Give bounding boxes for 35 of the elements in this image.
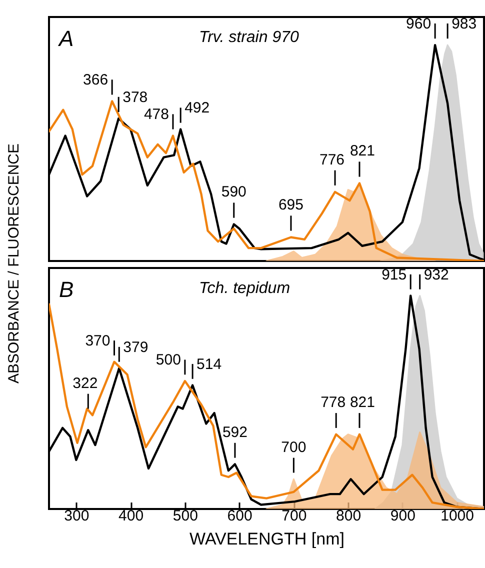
annotation: 821 <box>350 142 375 160</box>
x-tick-label: 1000 <box>440 508 474 524</box>
annotation: 492 <box>184 100 210 117</box>
annotation: 695 <box>278 196 304 214</box>
x-tick-label: 900 <box>390 508 416 524</box>
annotation: 700 <box>281 438 306 456</box>
x-tick-label: 500 <box>172 508 198 524</box>
x-tick-label: 700 <box>282 508 307 524</box>
x-axis-title: WAVELENGTH [nm] <box>190 530 344 548</box>
x-tick-label: 600 <box>227 508 252 524</box>
annotation: 960 <box>406 15 432 32</box>
annotation: 500 <box>156 352 181 369</box>
annotation: 983 <box>452 15 477 32</box>
annotation: 821 <box>350 394 375 412</box>
x-tick-label: 800 <box>336 508 362 524</box>
annotation: 776 <box>319 151 345 168</box>
annotation: Trv. strain 970 <box>199 29 299 46</box>
y-axis-title: ABSORBANCE / FLUORESCENCE <box>6 143 22 384</box>
annotation: 932 <box>424 266 449 284</box>
annotation: 915 <box>382 266 407 284</box>
annotation: Tch. tepidum <box>199 280 290 297</box>
annotation: 379 <box>123 338 148 356</box>
x-tick-label: 400 <box>118 508 144 524</box>
annotation: 370 <box>85 332 110 350</box>
annotation: 322 <box>72 374 98 392</box>
x-tick-label: 300 <box>64 508 90 524</box>
annotation: 366 <box>83 72 108 89</box>
annotation: A <box>57 26 74 51</box>
annotation: 514 <box>196 356 222 373</box>
annotation: 592 <box>222 424 248 441</box>
annotation: 378 <box>122 88 148 106</box>
annotation: 590 <box>221 184 246 201</box>
annotation: 778 <box>320 394 346 412</box>
annotation: B <box>59 277 74 302</box>
annotation: 478 <box>144 106 169 124</box>
